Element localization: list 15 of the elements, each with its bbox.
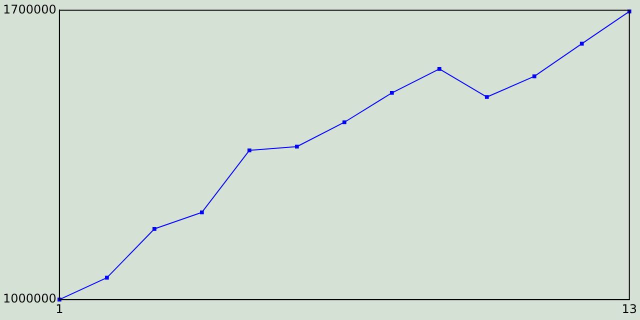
point	[294, 144, 299, 149]
x-tick-label: 1	[56, 302, 64, 316]
point	[437, 66, 442, 71]
point	[390, 90, 394, 95]
point	[152, 226, 156, 231]
point	[580, 42, 584, 46]
point	[484, 95, 489, 99]
point	[342, 120, 346, 124]
x-tick-label: 13	[622, 302, 638, 316]
point	[105, 276, 109, 280]
y-tick-label: 1000000	[2, 292, 56, 306]
point	[532, 74, 536, 78]
point	[248, 148, 252, 152]
y-tick-label: 1700000	[2, 2, 56, 16]
point	[200, 210, 204, 214]
